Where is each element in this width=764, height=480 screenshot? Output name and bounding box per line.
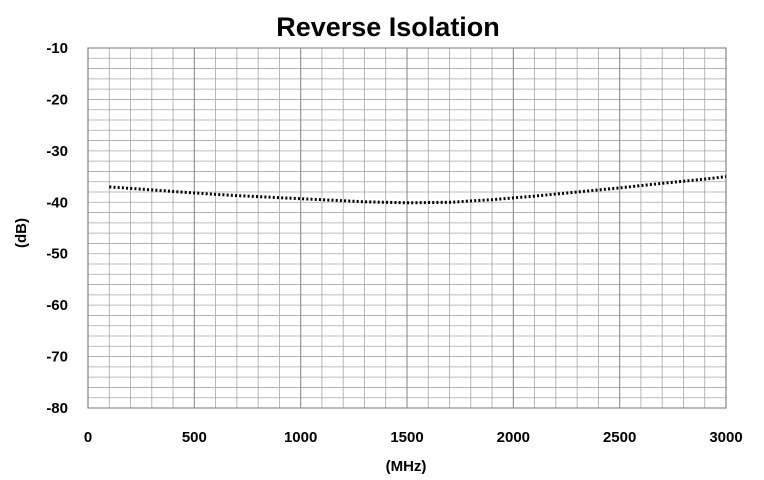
x-tick-label: 2500 — [603, 429, 636, 446]
series-line — [109, 175, 727, 205]
x-tick-label: 500 — [182, 429, 207, 446]
grid — [87, 47, 727, 409]
x-tick-label: 0 — [84, 429, 92, 446]
y-axis-label: (dB) — [13, 218, 30, 248]
x-tick-label: 3000 — [709, 429, 742, 446]
x-axis-label: (MHz) — [386, 458, 427, 475]
x-tick-label: 1000 — [284, 429, 317, 446]
series-layer — [109, 175, 727, 205]
x-tick-label: 2000 — [497, 429, 530, 446]
chart-title: Reverse Isolation — [276, 12, 500, 42]
plot-area-frame — [87, 47, 727, 409]
y-tick-label: -70 — [46, 349, 68, 366]
x-tick-label: 1500 — [390, 429, 423, 446]
y-tick-label: -40 — [46, 194, 68, 211]
y-tick-label: -60 — [46, 297, 68, 314]
y-tick-label: -10 — [46, 40, 68, 57]
y-tick-label: -50 — [46, 246, 68, 263]
y-tick-label: -80 — [46, 400, 68, 417]
y-tick-label: -30 — [46, 143, 68, 160]
y-tick-label: -20 — [46, 91, 68, 108]
tick-labels: 0 500 1000 1500 2000 2500 3000 -10 -20 -30 -40 -50 -… — [46, 40, 742, 446]
